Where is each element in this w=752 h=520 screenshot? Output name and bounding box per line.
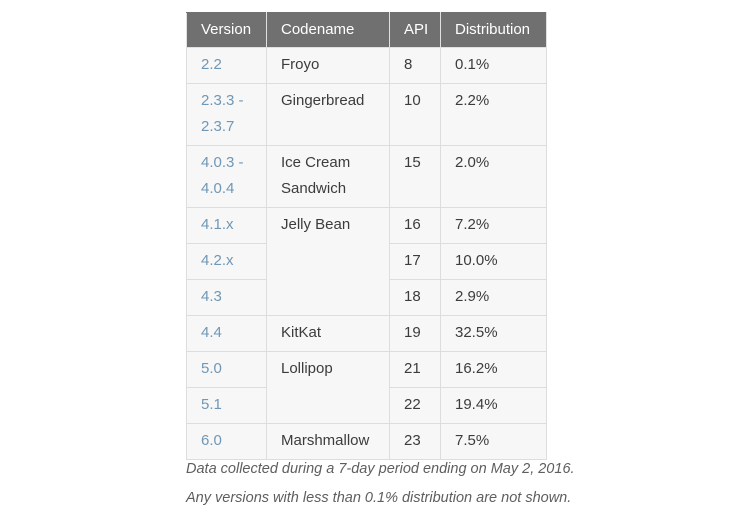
distribution-cell: 2.0% (440, 145, 547, 208)
version-cell: 4.0.3 - 4.0.4 (186, 145, 267, 208)
header-api: API (389, 12, 441, 48)
version-cell: 4.4 (186, 315, 267, 352)
version-cell: 5.1 (186, 387, 267, 424)
header-version: Version (186, 12, 267, 48)
table-row: 4.2.x 17 10.0% (186, 243, 547, 280)
distribution-cell: 10.0% (440, 243, 547, 280)
api-cell: 16 (389, 207, 441, 244)
table-row: 4.0.3 - 4.0.4 Ice Cream Sandwich 15 2.0% (186, 145, 547, 208)
distribution-cell: 2.2% (440, 83, 547, 146)
codename-cell: Ice Cream Sandwich (266, 145, 390, 208)
codename-cell: Marshmallow (266, 423, 390, 460)
api-cell: 18 (389, 279, 441, 316)
version-link[interactable]: 4.1.x (201, 216, 234, 233)
table-row: 2.3.3 - 2.3.7 Gingerbread 10 2.2% (186, 83, 547, 146)
version-link[interactable]: 6.0 (201, 432, 222, 449)
table-caption: Data collected during a 7-day period end… (186, 455, 575, 513)
api-cell: 22 (389, 387, 441, 424)
version-distribution-table: Version Codename API Distribution 2.2 Fro… (186, 12, 547, 460)
version-link[interactable]: 5.0 (201, 360, 222, 377)
codename-cell: Gingerbread (266, 83, 390, 146)
codename-cell: Lollipop (266, 351, 390, 424)
version-cell: 4.3 (186, 279, 267, 316)
version-cell: 4.2.x (186, 243, 267, 280)
distribution-cell: 32.5% (440, 315, 547, 352)
caption-line-2: Any versions with less than 0.1% distrib… (186, 490, 572, 506)
distribution-cell: 2.9% (440, 279, 547, 316)
version-cell: 6.0 (186, 423, 267, 460)
table-row: 4.4 KitKat 19 32.5% (186, 315, 547, 352)
version-cell: 4.1.x (186, 207, 267, 244)
distribution-cell: 19.4% (440, 387, 547, 424)
version-link[interactable]: 4.2.x (201, 252, 234, 269)
caption-line-1: Data collected during a 7-day period end… (186, 461, 575, 477)
codename-cell: Froyo (266, 47, 390, 84)
version-link[interactable]: 2.3.3 - 2.3.7 (201, 92, 244, 135)
header-codename: Codename (266, 12, 390, 48)
version-link[interactable]: 5.1 (201, 396, 222, 413)
version-cell: 5.0 (186, 351, 267, 388)
distribution-cell: 16.2% (440, 351, 547, 388)
api-cell: 17 (389, 243, 441, 280)
api-cell: 21 (389, 351, 441, 388)
header-distribution: Distribution (440, 12, 547, 48)
api-cell: 8 (389, 47, 441, 84)
table-row: 4.1.x Jelly Bean 16 7.2% (186, 207, 547, 316)
codename-cell: KitKat (266, 315, 390, 352)
version-cell: 2.3.3 - 2.3.7 (186, 83, 267, 146)
distribution-cell: 7.2% (440, 207, 547, 244)
table-row: 6.0 Marshmallow 23 7.5% (186, 423, 547, 460)
version-distribution-table-container: Version Codename API Distribution 2.2 Fro… (186, 12, 547, 460)
version-link[interactable]: 2.2 (201, 56, 222, 73)
table-row: 4.3 18 2.9% (186, 279, 547, 316)
version-link[interactable]: 4.3 (201, 288, 222, 305)
table-header-row: Version Codename API Distribution (186, 12, 547, 48)
version-cell: 2.2 (186, 47, 267, 84)
table-row: 5.1 22 19.4% (186, 387, 547, 424)
api-cell: 10 (389, 83, 441, 146)
version-link[interactable]: 4.4 (201, 324, 222, 341)
api-cell: 15 (389, 145, 441, 208)
codename-cell: Jelly Bean (266, 207, 390, 316)
table-row: 2.2 Froyo 8 0.1% (186, 47, 547, 84)
api-cell: 19 (389, 315, 441, 352)
table-row: 5.0 Lollipop 21 16.2% (186, 351, 547, 424)
distribution-cell: 7.5% (440, 423, 547, 460)
table-body: 2.2 Froyo 8 0.1% 2.3.3 - 2.3.7 Gingerbread 10 2… (186, 47, 547, 460)
api-cell: 23 (389, 423, 441, 460)
version-link[interactable]: 4.0.3 - 4.0.4 (201, 154, 244, 197)
distribution-cell: 0.1% (440, 47, 547, 84)
